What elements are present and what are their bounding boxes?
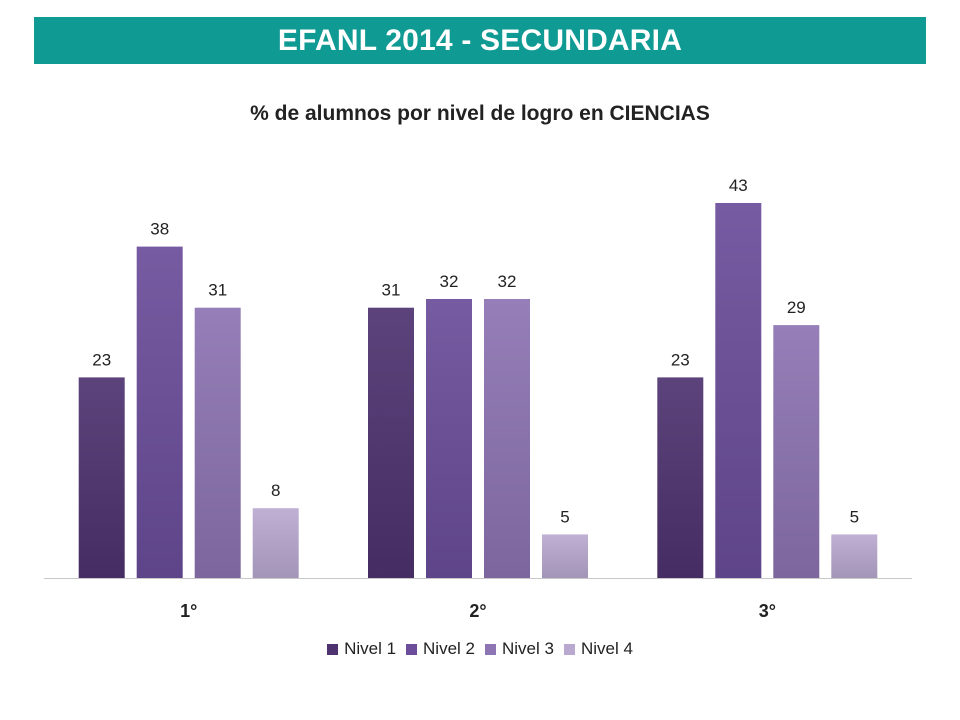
bar-nivel-2-3 bbox=[715, 203, 762, 578]
data-label: 32 bbox=[498, 272, 517, 291]
bar-nivel-2-2 bbox=[426, 299, 472, 578]
data-label: 43 bbox=[729, 176, 748, 195]
chart-title: % de alumnos por nivel de logro en CIENC… bbox=[250, 102, 710, 125]
data-label: 31 bbox=[208, 281, 227, 300]
bar-nivel-4-2 bbox=[542, 534, 588, 578]
data-label: 32 bbox=[440, 272, 459, 291]
legend-label: Nivel 4 bbox=[580, 639, 633, 658]
data-label: 23 bbox=[92, 350, 111, 369]
banner-title: EFANL 2014 - SECUNDARIA bbox=[277, 23, 683, 57]
data-label: 5 bbox=[560, 507, 569, 526]
bars-group bbox=[78, 203, 878, 578]
legend-item-nivel-1: Nivel 1 bbox=[327, 639, 396, 659]
bar-nivel-4-1 bbox=[252, 508, 299, 578]
data-label: 38 bbox=[150, 220, 169, 239]
x-axis: 1° 2° 3° bbox=[44, 578, 912, 621]
legend-label: Nivel 3 bbox=[502, 639, 554, 658]
legend-swatch bbox=[406, 643, 418, 655]
data-label: 23 bbox=[671, 350, 690, 369]
legend-swatch bbox=[485, 643, 496, 655]
bar-nivel-2-1 bbox=[136, 246, 183, 578]
x-tick-label: 3° bbox=[759, 601, 776, 621]
data-labels-group: 23 38 31 8 31 32 32 5 23 43 29 5 bbox=[92, 176, 859, 526]
chart-legend: Nivel 1 Nivel 2 Nivel 3 Nivel 4 bbox=[0, 639, 960, 659]
legend-item-nivel-2: Nivel 2 bbox=[406, 639, 475, 659]
bar-nivel-1-2 bbox=[368, 307, 414, 578]
legend-swatch bbox=[563, 643, 575, 655]
data-label: 5 bbox=[850, 507, 859, 526]
legend-swatch bbox=[327, 643, 339, 655]
title-banner: EFANL 2014 - SECUNDARIA bbox=[34, 17, 926, 64]
bar-nivel-1-1 bbox=[78, 377, 125, 578]
bar-nivel-4-3 bbox=[831, 534, 878, 578]
data-label: 31 bbox=[382, 281, 401, 300]
data-label: 8 bbox=[271, 481, 280, 500]
legend-label: Nivel 2 bbox=[423, 639, 475, 658]
bar-nivel-3-3 bbox=[773, 325, 820, 578]
bar-nivel-3-1 bbox=[194, 307, 241, 578]
legend-item-nivel-4: Nivel 4 bbox=[563, 639, 633, 659]
data-label: 29 bbox=[787, 298, 806, 317]
legend-item-nivel-3: Nivel 3 bbox=[485, 639, 554, 659]
x-tick-label: 1° bbox=[180, 601, 197, 621]
bar-nivel-1-3 bbox=[657, 377, 704, 578]
bar-nivel-3-2 bbox=[484, 299, 530, 578]
x-tick-label: 2° bbox=[469, 601, 486, 621]
legend-label: Nivel 1 bbox=[344, 639, 397, 658]
